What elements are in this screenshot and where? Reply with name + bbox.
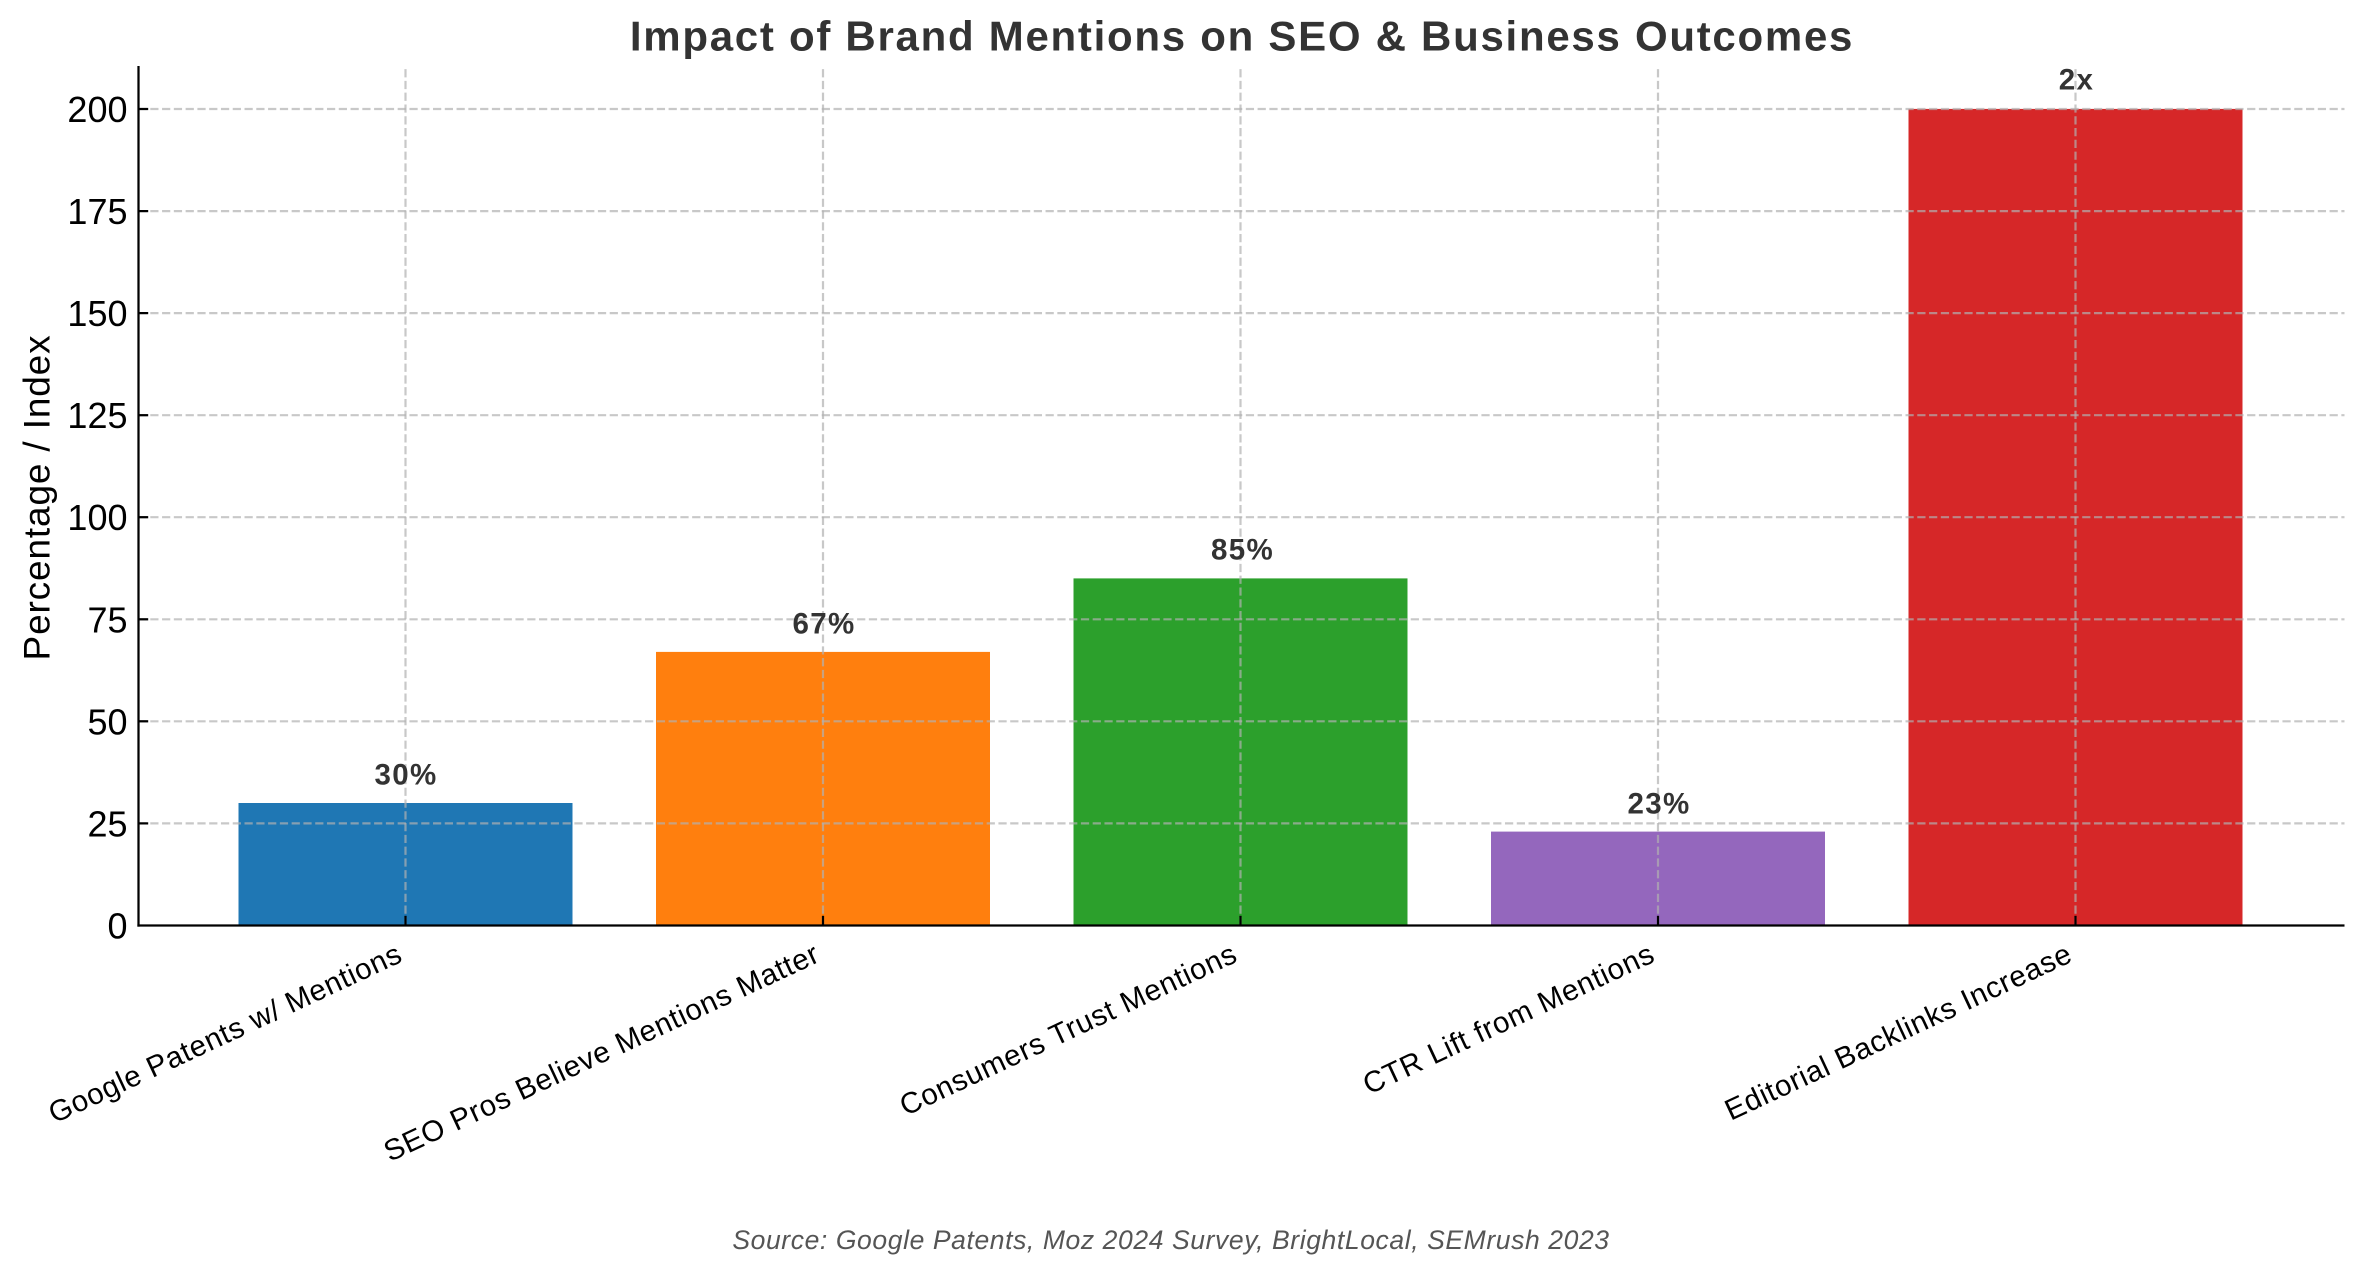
svg-text:75: 75 bbox=[87, 599, 127, 640]
svg-text:Percentage / Index: Percentage / Index bbox=[16, 335, 57, 661]
svg-text:200: 200 bbox=[67, 89, 127, 130]
svg-text:Impact of Brand Mentions on SE: Impact of Brand Mentions on SEO & Busine… bbox=[630, 13, 1854, 60]
svg-text:Source: Google Patents, Moz 20: Source: Google Patents, Moz 2024 Survey,… bbox=[732, 1225, 1609, 1255]
svg-text:175: 175 bbox=[67, 191, 127, 232]
svg-text:23%: 23% bbox=[1627, 788, 1690, 821]
svg-text:67%: 67% bbox=[792, 608, 855, 641]
svg-text:150: 150 bbox=[67, 293, 127, 334]
svg-text:125: 125 bbox=[67, 395, 127, 436]
svg-text:30%: 30% bbox=[374, 759, 437, 792]
svg-text:0: 0 bbox=[107, 906, 127, 947]
svg-text:2x: 2x bbox=[2059, 64, 2095, 97]
svg-text:25: 25 bbox=[87, 803, 127, 844]
svg-text:100: 100 bbox=[67, 497, 127, 538]
svg-text:50: 50 bbox=[87, 701, 127, 742]
svg-text:85%: 85% bbox=[1211, 534, 1274, 567]
